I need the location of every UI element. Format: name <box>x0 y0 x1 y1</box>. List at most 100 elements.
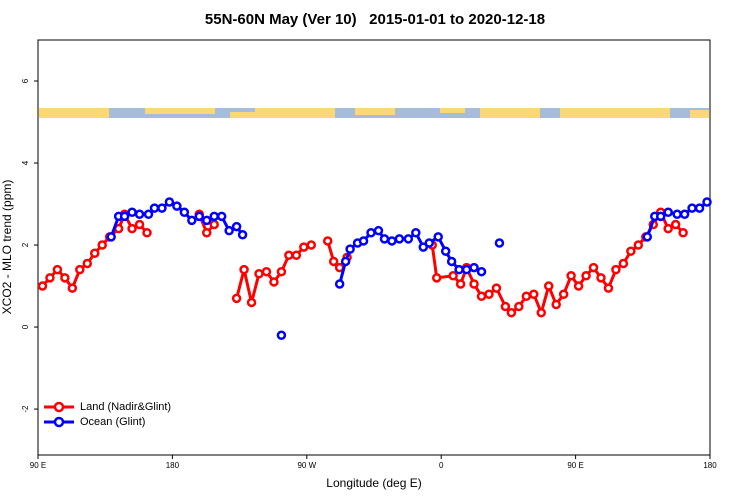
data-point <box>127 207 137 217</box>
data-point <box>618 258 629 269</box>
map-strip <box>39 108 709 118</box>
data-point <box>179 207 190 217</box>
data-point <box>239 264 249 275</box>
x-tick-label: 180 <box>166 461 180 470</box>
data-point <box>187 215 197 226</box>
x-tick-label: 90 E <box>567 461 583 470</box>
data-point <box>543 281 554 291</box>
x-tick-label: 0 <box>439 461 444 470</box>
data-point <box>633 240 644 250</box>
y-tick-label: 4 <box>21 160 30 165</box>
data-point <box>461 264 472 275</box>
data-point <box>345 244 355 254</box>
data-point <box>276 330 287 341</box>
data-point <box>322 236 333 246</box>
data-point <box>536 307 547 318</box>
data-point <box>455 279 466 289</box>
data-point <box>603 283 614 293</box>
data-point <box>694 203 705 213</box>
data-point <box>403 234 414 244</box>
data-point <box>702 197 712 207</box>
data-point <box>655 211 666 222</box>
data-point <box>89 248 100 258</box>
data-point <box>626 246 636 256</box>
x-tick-label: 90 E <box>30 461 46 470</box>
data-point <box>379 234 390 244</box>
x-tick-label: 90 W <box>297 461 316 470</box>
data-point <box>679 209 690 220</box>
data-point <box>254 268 264 279</box>
data-point <box>119 211 130 222</box>
data-point <box>172 201 182 211</box>
data-point <box>418 242 429 252</box>
data-point <box>201 215 212 226</box>
data-point <box>469 279 479 289</box>
data-point <box>494 238 505 248</box>
data-point <box>596 273 606 283</box>
data-point <box>558 289 569 299</box>
plot-frame <box>37 39 711 456</box>
data-point <box>82 258 93 269</box>
data-point <box>231 221 242 232</box>
data-point <box>157 203 167 213</box>
data-point <box>506 307 517 318</box>
data-point <box>670 219 681 230</box>
data-point <box>394 234 405 244</box>
data-point <box>60 273 70 283</box>
data-point <box>663 207 673 217</box>
data-point <box>663 223 673 234</box>
data-point <box>387 236 397 246</box>
data-point <box>143 209 154 220</box>
data-point <box>276 266 287 277</box>
data-point <box>491 283 502 293</box>
data-point <box>476 266 487 277</box>
data-point <box>201 227 212 238</box>
data-point <box>358 236 369 246</box>
data-point <box>551 299 561 310</box>
data-point <box>306 240 317 250</box>
legend-marker <box>53 401 65 413</box>
data-point <box>134 209 145 220</box>
data-point <box>216 211 227 222</box>
data-point <box>431 273 442 283</box>
data-point <box>334 279 345 289</box>
data-point <box>366 227 376 238</box>
data-point <box>373 225 384 236</box>
data-point <box>476 291 487 302</box>
data-point <box>448 271 458 281</box>
data-point <box>142 227 152 238</box>
data-point <box>566 271 576 281</box>
data-point <box>67 283 78 293</box>
data-point <box>411 227 421 238</box>
data-point <box>440 246 451 256</box>
data-point <box>573 281 584 291</box>
data-point <box>433 232 443 242</box>
y-tick-label: 6 <box>21 78 30 83</box>
x-axis-label: Longitude (deg E) <box>326 476 421 490</box>
legend-label: Ocean (Glint) <box>80 416 145 428</box>
data-point <box>484 289 494 299</box>
data-point <box>246 297 257 308</box>
data-point <box>340 256 351 267</box>
data-point <box>224 225 234 236</box>
data-point <box>37 281 48 291</box>
data-point <box>261 266 272 277</box>
data-point <box>149 203 160 213</box>
data-point <box>500 301 511 312</box>
data-point <box>299 242 309 252</box>
data-point <box>52 264 63 275</box>
data-point <box>469 262 479 273</box>
data-point <box>209 211 219 222</box>
data-point <box>678 227 688 238</box>
data-point <box>687 203 697 213</box>
data-point <box>134 219 145 230</box>
data-point <box>106 232 116 242</box>
y-axis-label: XCO2 - MLO trend (ppm) <box>0 180 14 315</box>
data-point <box>45 273 55 283</box>
series-line <box>430 209 685 318</box>
chart-title: 55N-60N May (Ver 10) 2015-01-01 to 2020-… <box>205 11 545 28</box>
data-point <box>521 291 532 302</box>
data-point <box>269 277 279 287</box>
data-point <box>194 211 205 222</box>
